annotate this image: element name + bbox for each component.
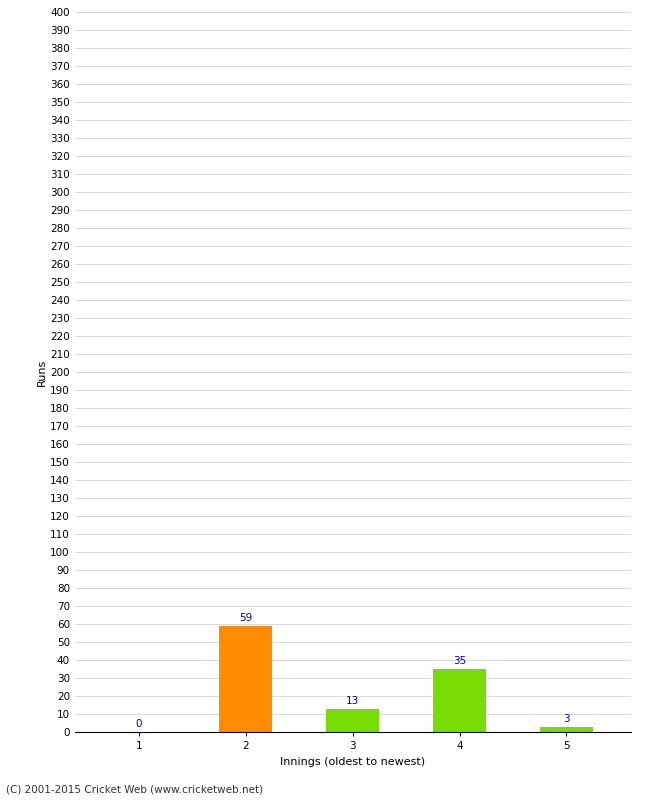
Y-axis label: Runs: Runs [37, 358, 47, 386]
Bar [540, 726, 593, 732]
X-axis label: Innings (oldest to newest): Innings (oldest to newest) [280, 757, 425, 766]
Text: 0: 0 [136, 719, 142, 730]
Text: (C) 2001-2015 Cricket Web (www.cricketweb.net): (C) 2001-2015 Cricket Web (www.cricketwe… [6, 784, 264, 794]
Text: 35: 35 [453, 656, 466, 666]
Text: 59: 59 [239, 613, 252, 623]
Text: 3: 3 [563, 714, 569, 724]
Bar [433, 669, 486, 732]
Text: 13: 13 [346, 696, 359, 706]
Bar [326, 709, 380, 732]
Bar [219, 626, 272, 732]
